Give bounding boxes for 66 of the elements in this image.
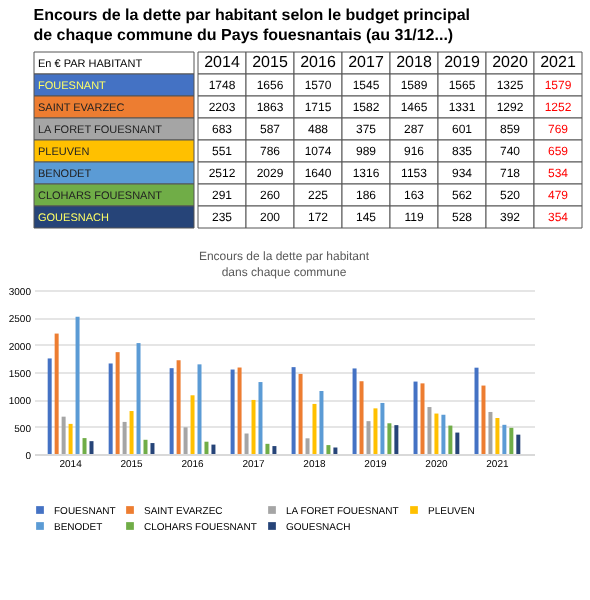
bar: [169, 368, 174, 454]
bar: [427, 407, 432, 454]
bar: [333, 447, 338, 454]
bar: [258, 382, 263, 454]
bar: [204, 441, 209, 454]
bar: [230, 369, 235, 454]
bar: [136, 343, 141, 454]
bar: [176, 360, 181, 454]
bar: [326, 445, 331, 454]
bar: [115, 352, 120, 454]
bar: [89, 441, 94, 454]
bar: [319, 390, 324, 454]
bar: [47, 358, 52, 454]
bar: [394, 425, 399, 454]
bar: [68, 423, 73, 454]
x-tick-label: 2019: [444, 53, 481, 71]
bar: [366, 421, 371, 454]
bar: [434, 413, 439, 454]
bar: [75, 316, 80, 454]
bar: [509, 427, 514, 454]
bar: [516, 434, 521, 454]
bar: [265, 443, 270, 454]
bar: [272, 446, 277, 454]
bar: [54, 333, 59, 454]
bar: [495, 417, 500, 454]
bar: [237, 367, 242, 454]
bar: [359, 381, 364, 454]
bar: [143, 439, 148, 454]
bar: [183, 427, 188, 454]
bar: [305, 438, 310, 454]
bar: [413, 381, 418, 454]
x-tick-label: 2016: [300, 53, 337, 71]
bar: [150, 443, 155, 454]
bar: [190, 395, 195, 454]
bar: [122, 421, 127, 454]
bar: [82, 438, 87, 454]
bar: [291, 367, 296, 454]
bar: [420, 383, 425, 454]
bar: [448, 425, 453, 454]
bar: [474, 367, 479, 454]
bar: [61, 416, 66, 454]
bar: [352, 368, 357, 454]
bar: [211, 444, 216, 454]
bar: [197, 364, 202, 454]
bar: [298, 373, 303, 454]
bar: [441, 414, 446, 454]
x-tick-label: 2015: [252, 53, 289, 71]
x-tick-label: 2020: [492, 53, 529, 71]
bar: [481, 385, 486, 454]
text: Encours de la dette par habitant selon le budget principal: [33, 5, 471, 24]
bar: [488, 411, 493, 454]
x-tick-label: 2017: [348, 53, 385, 71]
bar: [312, 403, 317, 454]
bar: [108, 363, 113, 454]
bar: [380, 402, 385, 454]
bar: [502, 424, 507, 454]
bar: [373, 408, 378, 454]
bar: [455, 432, 460, 454]
x-tick-label: 2014: [204, 53, 241, 71]
x-tick-label: 2018: [396, 53, 433, 71]
bar: [387, 423, 392, 454]
bar: [251, 399, 256, 454]
text: de chaque commune du Pays fouesnantais (au 31/12...): [33, 25, 454, 44]
bar: [244, 433, 249, 454]
x-tick-label: 2021: [540, 53, 577, 71]
bar: [129, 411, 134, 454]
